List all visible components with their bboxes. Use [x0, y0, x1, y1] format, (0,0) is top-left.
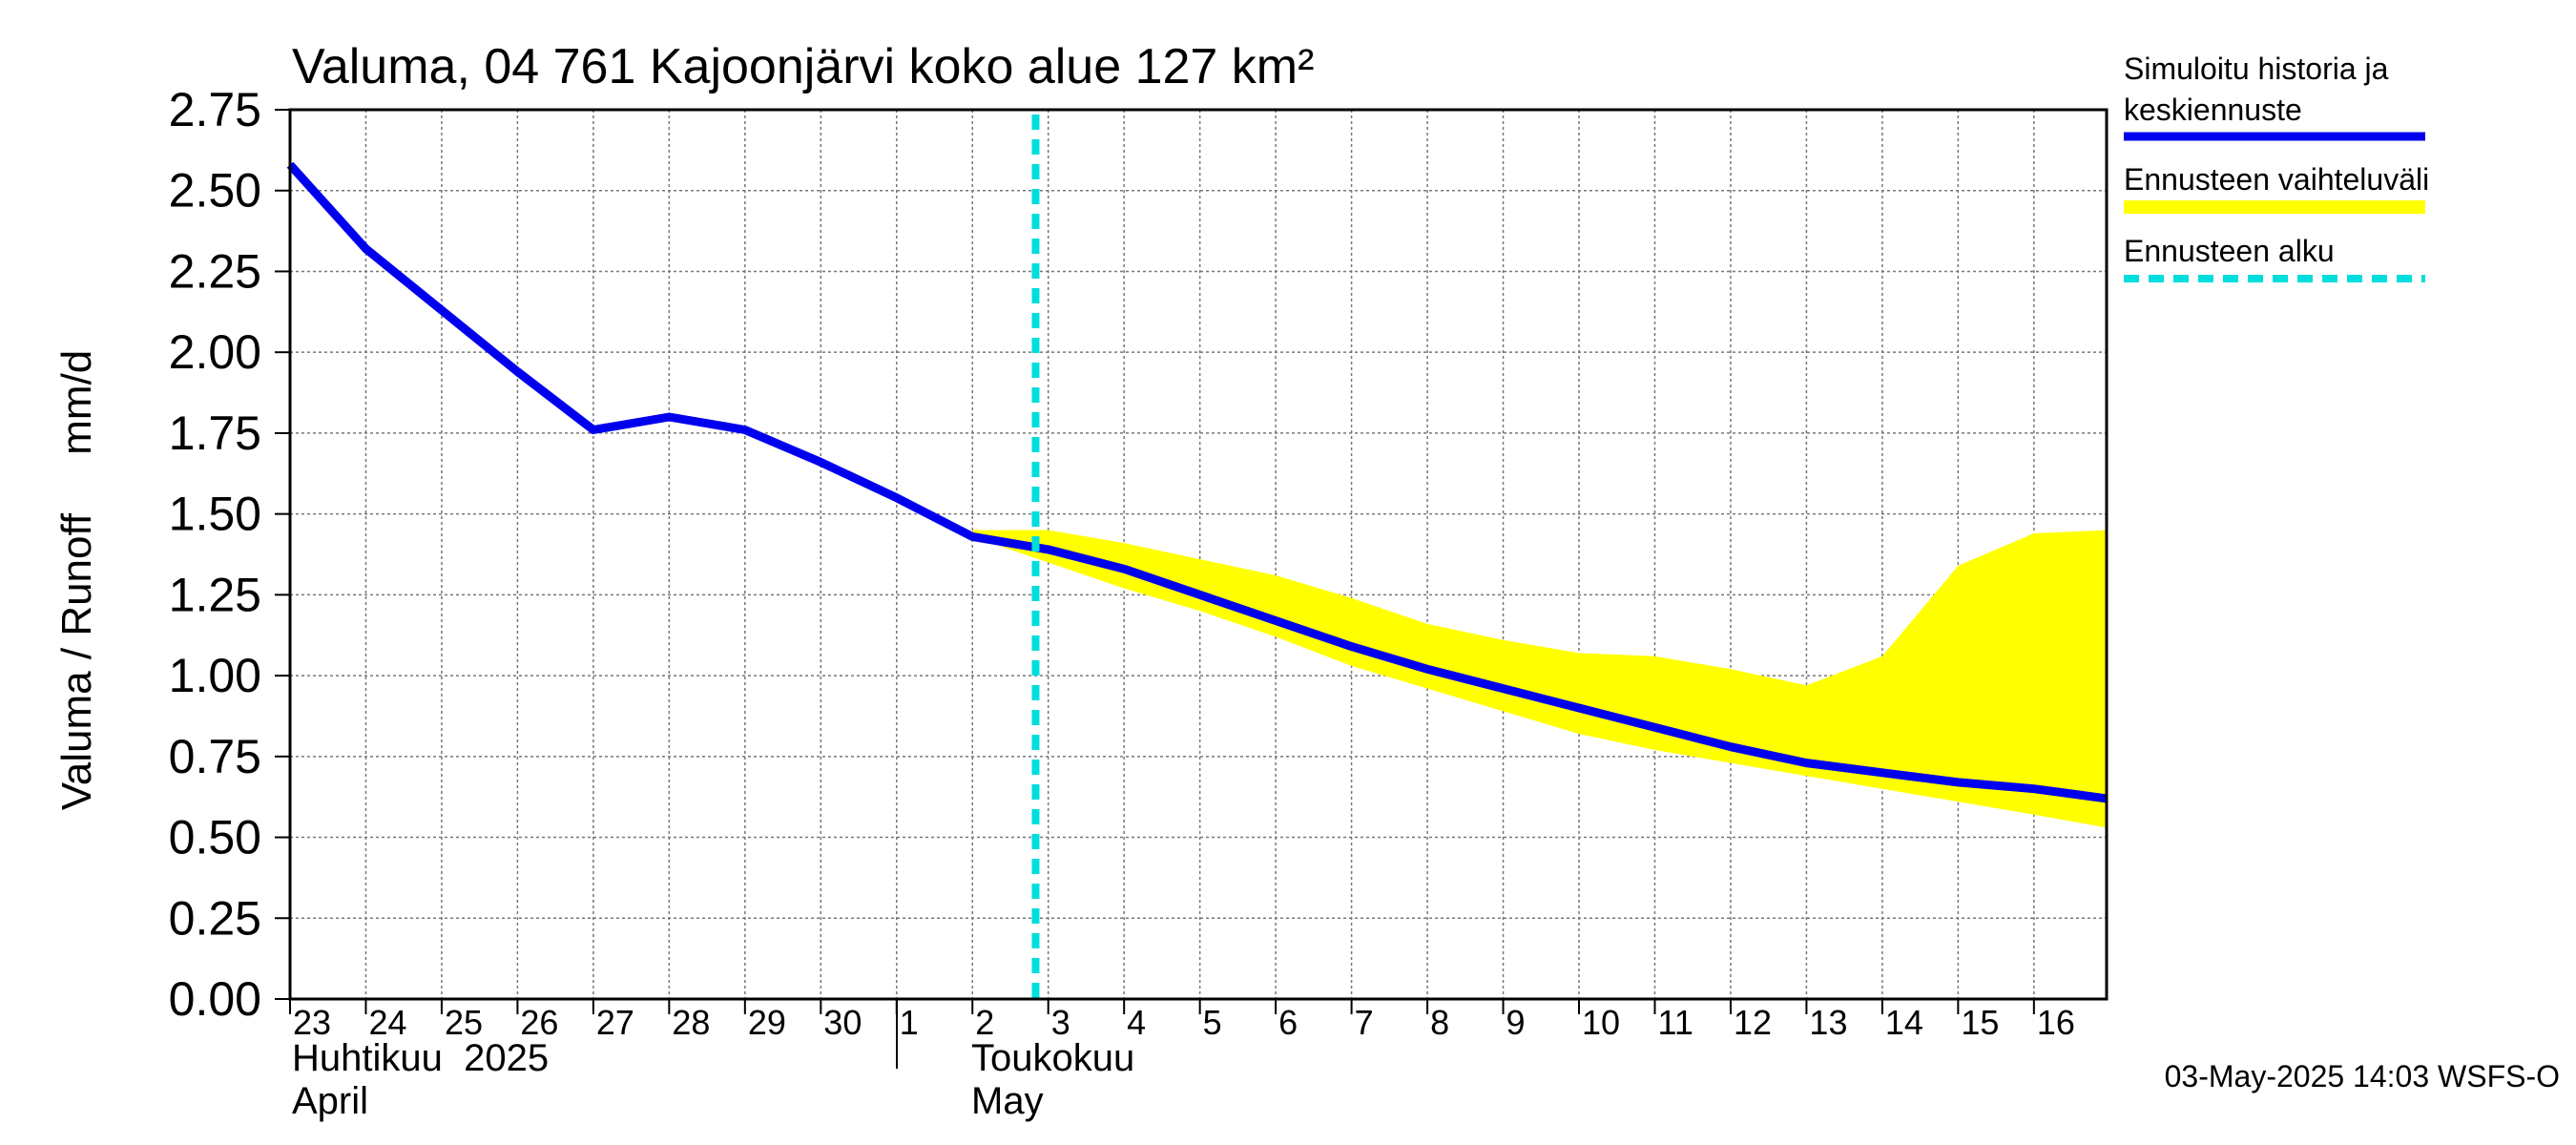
- series-line-simulated: [286, 161, 2108, 803]
- x-tick-label: 16: [2037, 1003, 2075, 1042]
- y-tick-label: 2.50: [169, 164, 261, 218]
- x-tick-label: 25: [445, 1003, 483, 1042]
- y-tick-label: 0.25: [169, 891, 261, 945]
- legend-sim-line2: keskiennuste: [2124, 93, 2302, 127]
- y-tick-label: 0.75: [169, 730, 261, 783]
- y-axis-label: Valuma / Runoff mm/d: [53, 350, 100, 811]
- x-tick-label: 30: [823, 1003, 862, 1042]
- y-tick-label: 2.00: [169, 325, 261, 379]
- x-tick-label: 7: [1355, 1003, 1374, 1042]
- x-tick-label: 28: [672, 1003, 710, 1042]
- x-tick-labels: 23 24 25 26 27 28 29 30 1 2 3 4 5 6 7 8 9 10 11 12 13 14 15 16: [293, 1003, 2075, 1042]
- forecast-range-band: [972, 530, 2108, 828]
- month-label-may-en: May: [971, 1080, 1044, 1122]
- timestamp: 03-May-2025 14:03 WSFS-O: [2165, 1059, 2560, 1093]
- x-tick-label: 14: [1885, 1003, 1923, 1042]
- x-tick-label: 2: [975, 1003, 994, 1042]
- forecast-range-area: [972, 530, 2108, 828]
- x-tick-label: 26: [520, 1003, 558, 1042]
- x-tick-label: 5: [1203, 1003, 1222, 1042]
- x-tick-label: 10: [1582, 1003, 1620, 1042]
- y-tick-labels: 0.00 0.25 0.50 0.75 1.00 1.25 1.50 1.75 2.00 2.25…: [169, 83, 261, 1026]
- x-tick-label: 23: [293, 1003, 331, 1042]
- x-tick-label: 3: [1051, 1003, 1070, 1042]
- y-tick-label: 1.25: [169, 568, 261, 621]
- legend-sim-line1: Simuloitu historia ja: [2124, 52, 2389, 86]
- legend-start-text: Ennusteen alku: [2124, 234, 2335, 268]
- x-tick-label: 15: [1961, 1003, 1999, 1042]
- y-tick-label: 2.75: [169, 83, 261, 136]
- series-layer: [286, 161, 2108, 803]
- y-tick-label: 1.50: [169, 488, 261, 541]
- legend: Simuloitu historia ja keskiennuste Ennus…: [2124, 52, 2429, 282]
- y-tick-label: 2.25: [169, 244, 261, 298]
- y-tick-label: 1.00: [169, 649, 261, 702]
- x-tick-label: 13: [1809, 1003, 1847, 1042]
- x-tick-label: 27: [596, 1003, 634, 1042]
- x-tick-label: 12: [1734, 1003, 1772, 1042]
- month-label-april-en: April: [292, 1080, 368, 1122]
- x-tick-label: 9: [1506, 1003, 1526, 1042]
- x-tick-label: 6: [1278, 1003, 1298, 1042]
- legend-range-text: Ennusteen vaihteluväli: [2124, 162, 2429, 197]
- x-tick-label: 24: [368, 1003, 406, 1042]
- month-label-april-fi: Huhtikuu 2025: [292, 1037, 549, 1079]
- x-tick-label: 4: [1127, 1003, 1146, 1042]
- y-tick-label: 0.50: [169, 811, 261, 864]
- x-tick-label: 11: [1657, 1003, 1693, 1042]
- x-tick-label: 8: [1430, 1003, 1449, 1042]
- x-tick-label: 1: [900, 1003, 919, 1042]
- plot-frame: [288, 108, 2109, 1001]
- x-tick-label: 29: [748, 1003, 786, 1042]
- chart-title: Valuma, 04 761 Kajoonjärvi koko alue 127…: [292, 39, 1314, 94]
- month-label-may-fi: Toukokuu: [971, 1037, 1134, 1079]
- y-tick-label: 0.00: [169, 972, 261, 1026]
- y-tick-label: 1.75: [169, 406, 261, 460]
